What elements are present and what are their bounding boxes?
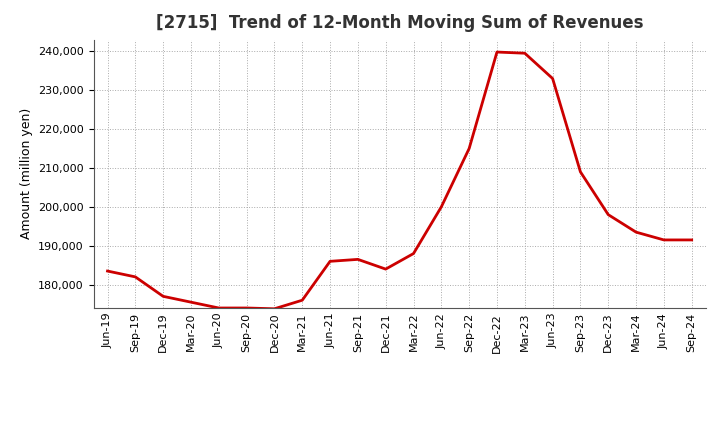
Title: [2715]  Trend of 12-Month Moving Sum of Revenues: [2715] Trend of 12-Month Moving Sum of R…	[156, 15, 644, 33]
Y-axis label: Amount (million yen): Amount (million yen)	[19, 108, 32, 239]
